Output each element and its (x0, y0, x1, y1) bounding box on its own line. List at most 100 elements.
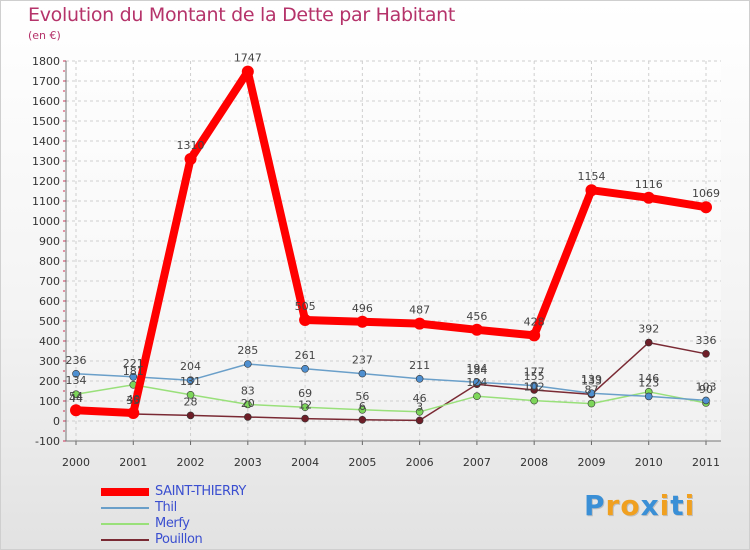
data-point-pouillon (415, 416, 424, 425)
data-label-pouillon: 35 (126, 394, 140, 407)
data-label-pouillon: 133 (581, 374, 602, 387)
data-label-pouillon: 155 (524, 370, 545, 383)
data-label-thil: 177 (524, 366, 545, 379)
y-tick-label: 1100 (32, 195, 60, 208)
data-point-saint-thierry (184, 153, 197, 165)
data-point-thil (72, 369, 80, 378)
y-minor-tick (63, 150, 65, 152)
y-minor-tick (63, 140, 65, 142)
y-minor-tick (63, 60, 65, 62)
data-label-pouillon: 44 (69, 392, 83, 405)
y-minor-tick (63, 360, 65, 362)
logo-letter: r (605, 489, 621, 522)
data-point-thil (644, 392, 653, 401)
y-minor-tick (63, 130, 65, 132)
data-label-pouillon: 20 (241, 397, 255, 410)
y-minor-tick (63, 320, 65, 322)
plot-area (66, 61, 721, 441)
y-tick-label: 1800 (32, 55, 60, 68)
data-label-saint-thierry: 496 (352, 302, 373, 315)
data-point-thil (358, 369, 367, 378)
data-point-saint-thierry (700, 201, 712, 214)
y-tick-label: 100 (39, 395, 60, 408)
data-point-saint-thierry (528, 329, 541, 342)
data-point-saint-thierry (470, 323, 483, 336)
data-point-saint-thierry (241, 65, 254, 78)
data-label-merfy: 146 (638, 372, 659, 385)
series-line-saint-thierry (72, 67, 710, 417)
data-point-pouillon (301, 414, 309, 423)
data-label-pouillon: 392 (638, 323, 659, 336)
y-tick-label: 500 (39, 315, 60, 328)
y-minor-tick (63, 180, 65, 182)
data-point-merfy (72, 390, 80, 399)
y-minor-tick (63, 420, 65, 422)
y-minor-tick (63, 370, 65, 372)
series-thil (72, 360, 710, 405)
data-point-thil (473, 378, 481, 387)
y-minor-tick (63, 100, 65, 102)
data-point-saint-thierry (642, 191, 655, 204)
x-tick-label: 2003 (234, 456, 262, 469)
y-tick-label: -100 (35, 435, 60, 448)
data-label-saint-thierry: 505 (295, 300, 316, 313)
data-point-saint-thierry (70, 404, 82, 417)
y-minor-tick (63, 430, 65, 432)
data-point-pouillon (358, 415, 367, 424)
data-point-merfy (244, 400, 252, 409)
logo-letter: o (620, 489, 641, 522)
y-minor-tick (63, 230, 65, 232)
legend-swatch (101, 507, 149, 509)
x-tick-label: 2006 (406, 456, 434, 469)
y-minor-tick (63, 240, 65, 242)
x-tick-label: 2007 (463, 456, 491, 469)
data-point-thil (301, 364, 309, 373)
y-minor-tick (63, 280, 65, 282)
data-point-merfy (415, 407, 424, 416)
data-point-merfy (530, 396, 538, 405)
legend-label: Pouillon (155, 532, 203, 547)
data-label-merfy: 83 (241, 384, 255, 397)
data-label-pouillon: 336 (696, 334, 717, 347)
data-label-thil: 204 (180, 360, 201, 373)
legend-swatch (101, 523, 149, 525)
data-label-pouillon: 12 (298, 399, 312, 412)
y-minor-tick (63, 290, 65, 292)
data-label-saint-thierry: 1069 (692, 187, 720, 200)
data-point-pouillon (186, 411, 195, 420)
series-saint-thierry (70, 65, 712, 419)
x-tick-label: 2005 (348, 456, 376, 469)
x-tick-label: 2008 (520, 456, 548, 469)
legend-item-thil: Thil (101, 500, 321, 516)
data-label-thil: 123 (638, 376, 659, 389)
data-point-saint-thierry (585, 184, 598, 197)
data-point-thil (587, 389, 596, 398)
data-point-merfy (301, 403, 309, 412)
data-label-saint-thierry: 487 (409, 304, 430, 317)
y-minor-tick (63, 70, 65, 72)
y-minor-tick (63, 250, 65, 252)
x-tick-label: 2010 (635, 456, 663, 469)
series-line-thil (75, 363, 707, 402)
legend-item-merfy: Merfy (101, 516, 321, 532)
y-tick-label: 1500 (32, 115, 60, 128)
x-tick-label: 2009 (577, 456, 605, 469)
legend-swatch (101, 539, 149, 541)
y-tick-label: 700 (39, 275, 60, 288)
logo-letter: x (640, 489, 660, 522)
legend-swatch (101, 488, 149, 496)
data-label-merfy: 181 (123, 365, 144, 378)
y-tick-label: 200 (39, 375, 60, 388)
data-label-thil: 285 (237, 344, 258, 357)
data-label-merfy: 56 (355, 390, 369, 403)
y-tick-label: 900 (39, 235, 60, 248)
data-point-pouillon (244, 413, 252, 421)
y-tick-label: 800 (39, 255, 60, 268)
data-label-merfy: 124 (466, 376, 487, 389)
data-point-merfy (587, 399, 596, 408)
data-label-thil: 221 (123, 357, 144, 370)
data-point-merfy (358, 405, 367, 414)
y-minor-tick (63, 190, 65, 192)
y-minor-tick (63, 410, 65, 412)
